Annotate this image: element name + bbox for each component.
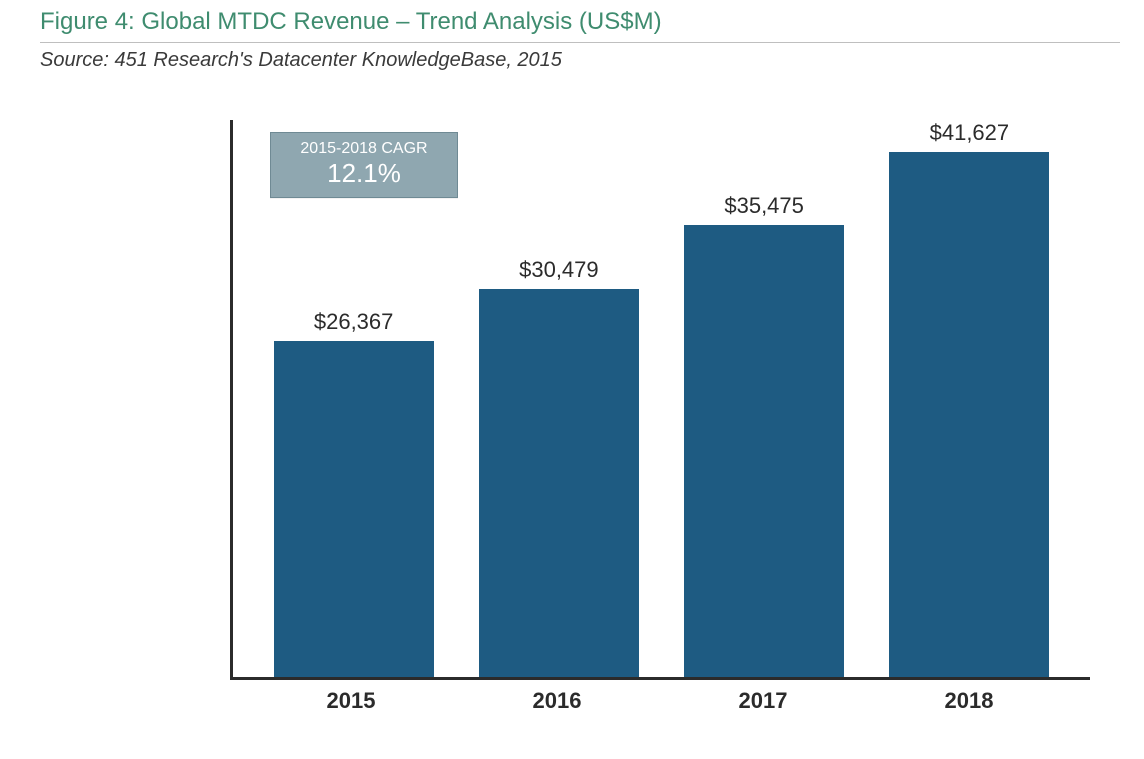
bar-value-label: $35,475 <box>724 193 804 219</box>
bar-value-label: $26,367 <box>314 309 394 335</box>
bar-slot: $30,479 <box>456 120 661 677</box>
title-rule <box>40 42 1120 43</box>
bar-value-label: $30,479 <box>519 257 599 283</box>
x-tick-label: 2016 <box>454 680 660 722</box>
bar-slot: $35,475 <box>662 120 867 677</box>
bar-rect <box>479 289 639 677</box>
bar-rect <box>684 225 844 677</box>
bar-slot: $26,367 <box>251 120 456 677</box>
plot-area: $26,367 $30,479 $35,475 $41,627 <box>230 120 1090 680</box>
x-tick-label: 2017 <box>660 680 866 722</box>
x-axis: 2015 2016 2017 2018 <box>230 680 1090 722</box>
figure-title: Figure 4: Global MTDC Revenue – Trend An… <box>40 8 1120 42</box>
bar-value-label: $41,627 <box>930 120 1010 146</box>
bar-rect <box>274 341 434 677</box>
figure-source: Source: 451 Research's Datacenter Knowle… <box>40 49 1120 72</box>
bars-container: $26,367 $30,479 $35,475 $41,627 <box>233 120 1090 677</box>
bar-chart: 2015-2018 CAGR 12.1% $26,367 $30,479 $35… <box>200 82 1120 722</box>
x-tick-label: 2018 <box>866 680 1072 722</box>
x-tick-label: 2015 <box>248 680 454 722</box>
bar-slot: $41,627 <box>867 120 1072 677</box>
bar-rect <box>889 152 1049 677</box>
